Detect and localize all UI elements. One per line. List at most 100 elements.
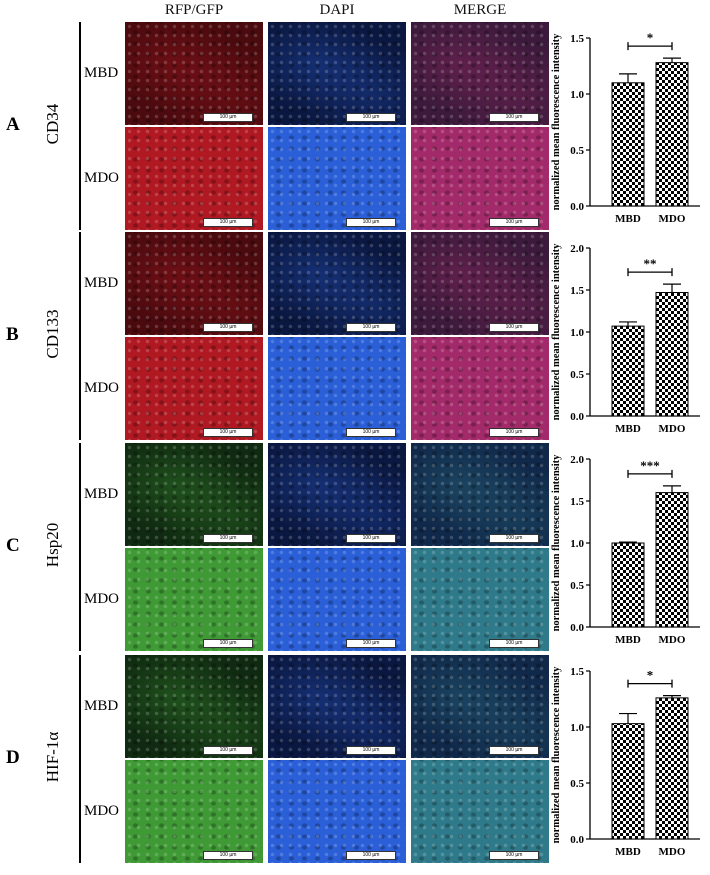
bar-chart-d: normalized mean fluorescence intensity 0.… [548,665,708,875]
marker-label-3: HIF-1α [43,731,62,783]
y-tick-label: 0.0 [570,834,584,846]
y-axis-label: normalized mean fluorescence intensity [551,454,562,632]
panel-bracket-line [79,655,81,863]
scale-bar: 100 µm [346,534,396,543]
micrograph-dapi-mbd: 100 µm [268,443,406,546]
y-tick-label: 1.5 [570,285,584,297]
scale-bar: 100 µm [203,218,253,227]
y-axis-label: normalized mean fluorescence intensity [551,243,562,421]
row-label-mbd: MBD [84,274,119,291]
chart-svg: normalized mean fluorescence intensity 0.… [551,454,700,646]
micrograph-merge-mbd: 100 µm [411,655,549,758]
panel-letter-a: A [6,114,20,135]
scale-bar: 100 µm [346,851,396,860]
panel-letter-d: D [6,747,20,768]
micrograph-channel-mbd: 100 µm [125,232,263,335]
x-tick-label: MDO [659,213,686,225]
header-rfp-gfp: RFP/GFP [164,2,224,18]
scale-bar: 100 µm [489,323,539,332]
bar-mbd [611,325,645,417]
panel-letter-c: C [6,535,20,556]
y-tick-label: 1.0 [570,327,584,339]
scale-bar: 100 µm [346,746,396,755]
micrograph-merge-mbd: 100 µm [411,22,549,125]
x-tick-label: MBD [615,634,641,646]
y-tick-label: 0.0 [570,411,584,423]
micrograph-channel-mbd: 100 µm [125,22,263,125]
x-tick-label: MDO [659,634,686,646]
scale-bar: 100 µm [346,218,396,227]
bar-mdo [655,292,689,417]
scale-bar: 100 µm [346,639,396,648]
row-label-mdo: MDO [84,379,120,396]
y-axis-label: normalized mean fluorescence intensity [551,666,562,844]
micrograph-dapi-mdo: 100 µm [268,548,406,651]
micrograph-dapi-mdo: 100 µm [268,127,406,230]
micrograph-merge-mbd: 100 µm [411,443,549,546]
micrograph-merge-mdo: 100 µm [411,548,549,651]
row-label-mbd: MBD [84,697,119,714]
bar-mdo [655,697,689,840]
bar-mdo [655,62,689,207]
bar-mbd [611,542,645,628]
panel-letter-b: B [6,324,19,345]
bar-mbd [611,723,645,840]
y-tick-label: 2.0 [570,454,584,466]
row-label-mbd: MBD [84,485,119,502]
header-dapi: DAPI [319,2,355,18]
y-tick-label: 1.0 [570,538,584,550]
chart-svg: normalized mean fluorescence intensity 0.… [551,243,700,435]
scale-bar: 100 µm [489,218,539,227]
significance-stars: *** [640,458,660,473]
y-tick-label: 1.5 [570,33,584,45]
chart-svg: normalized mean fluorescence intensity 0.… [551,666,700,858]
header-merge: MERGE [453,2,507,18]
micrograph-merge-mdo: 100 µm [411,127,549,230]
scale-bar: 100 µm [489,851,539,860]
y-tick-label: 1.5 [570,496,584,508]
row-label-mbd: MBD [84,64,119,81]
bar-chart-a: normalized mean fluorescence intensity 0.… [548,30,708,242]
scale-bar: 100 µm [203,851,253,860]
y-tick-label: 0.0 [570,201,584,213]
micrograph-channel-mbd: 100 µm [125,655,263,758]
significance-stars: ** [644,256,657,271]
y-tick-label: 1.5 [570,666,584,678]
y-tick-label: 1.0 [570,89,584,101]
micrograph-merge-mdo: 100 µm [411,337,549,440]
panel-bracket-line [79,443,81,651]
row-label-mdo: MDO [84,802,120,819]
y-tick-label: 0.5 [570,778,584,790]
micrograph-channel-mdo: 100 µm [125,127,263,230]
bar-mbd [611,82,645,207]
scale-bar: 100 µm [203,428,253,437]
micrograph-dapi-mdo: 100 µm [268,760,406,863]
bar-mdo [655,492,689,628]
scale-bar: 100 µm [489,746,539,755]
y-tick-label: 0.5 [570,145,584,157]
scale-bar: 100 µm [203,113,253,122]
scale-bar: 100 µm [203,746,253,755]
y-tick-label: 0.5 [570,369,584,381]
x-tick-label: MBD [615,846,641,858]
scale-bar: 100 µm [203,534,253,543]
x-tick-label: MDO [659,423,686,435]
y-tick-label: 0.5 [570,580,584,592]
panel-bracket-line [79,232,81,440]
row-label-mdo: MDO [84,169,120,186]
scale-bar: 100 µm [203,323,253,332]
bar-chart-c: normalized mean fluorescence intensity 0.… [548,453,708,663]
x-tick-label: MBD [615,213,641,225]
y-tick-label: 0.0 [570,622,584,634]
scale-bar: 100 µm [346,428,396,437]
marker-label-1: CD133 [43,309,62,359]
micrograph-dapi-mbd: 100 µm [268,655,406,758]
significance-stars: * [647,32,654,45]
bar-chart-b: normalized mean fluorescence intensity 0.… [548,242,708,452]
scale-bar: 100 µm [489,639,539,648]
y-tick-label: 1.0 [570,722,584,734]
scale-bar: 100 µm [489,113,539,122]
chart-svg: normalized mean fluorescence intensity 0.… [551,30,700,225]
marker-label-0: CD34 [43,103,62,145]
micrograph-dapi-mdo: 100 µm [268,337,406,440]
